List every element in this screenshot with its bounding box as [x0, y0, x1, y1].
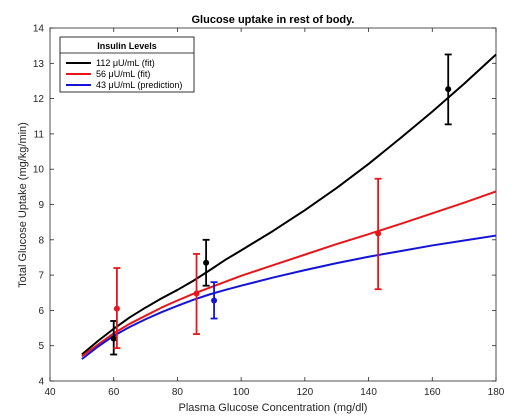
legend-box — [59, 36, 195, 93]
y-tick-label: 10 — [33, 165, 45, 176]
series-line-1 — [81, 53, 497, 356]
x-tick-label: 80 — [172, 387, 184, 398]
x-tick-label: 140 — [360, 387, 377, 398]
legend-entry-3: 43 μU/mL (prediction) — [96, 80, 182, 90]
x-tick-label: 180 — [488, 387, 505, 398]
legend: Insulin Levels 112 μU/mL (fit) 56 μU/mL … — [59, 36, 195, 93]
data-point-1-1 — [110, 335, 117, 342]
y-tick-label: 9 — [38, 200, 44, 211]
y-tick-label: 11 — [34, 129, 45, 140]
data-point-1-3 — [445, 86, 452, 93]
data-point-1-2 — [203, 259, 210, 266]
chart-title: Glucose uptake in rest of body. — [192, 14, 355, 26]
data-point-2-1 — [113, 305, 120, 312]
y-axis-label: Total Glucose Uptake (mg/kg/min) — [17, 122, 29, 288]
x-axis-label: Plasma Glucose Concentration (mg/dl) — [179, 402, 368, 414]
x-tick-label: 40 — [44, 387, 56, 398]
x-tick-label: 120 — [297, 387, 314, 398]
x-tick-label: 60 — [108, 387, 120, 398]
y-tick-label: 14 — [33, 24, 45, 35]
series-line-3 — [81, 234, 497, 360]
data-points — [110, 53, 452, 356]
x-tick-label: 100 — [233, 387, 250, 398]
data-point-2-3 — [375, 230, 382, 237]
y-tick-label: 5 — [38, 341, 44, 352]
legend-entry-2: 56 μU/mL (fit) — [96, 69, 150, 79]
x-tick-label: 160 — [424, 387, 441, 398]
y-tick-label: 13 — [33, 59, 45, 70]
y-tick-label: 12 — [33, 94, 45, 105]
series-curves — [81, 53, 497, 360]
axes: 40 60 80 100 120 140 160 180 4 5 6 7 8 9 10 11 12 13 14 — [33, 24, 505, 399]
y-tick-label: 8 — [38, 235, 44, 246]
legend-entry-1: 112 μU/mL (fit) — [96, 58, 155, 68]
series-line-2 — [81, 190, 497, 358]
y-tick-label: 6 — [38, 306, 44, 317]
y-tick-label: 4 — [38, 377, 44, 388]
data-point-3-1 — [211, 297, 218, 304]
y-tick-label: 7 — [38, 271, 44, 282]
legend-title: Insulin Levels — [97, 41, 157, 51]
data-point-2-2 — [193, 290, 200, 297]
